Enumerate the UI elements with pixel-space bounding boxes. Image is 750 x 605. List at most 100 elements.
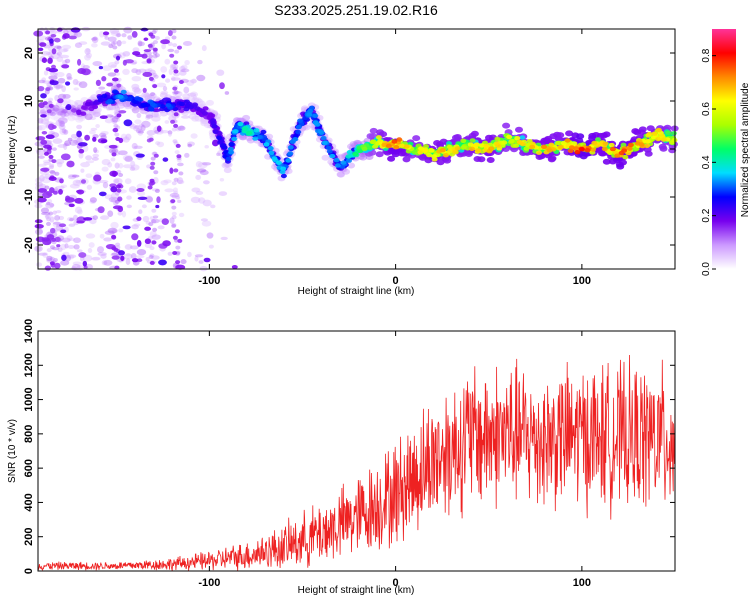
- spectrogram-cell: [140, 27, 149, 32]
- spectrogram-cell: [62, 143, 69, 147]
- spectrogram-cell: [51, 109, 58, 114]
- spectrogram-cell: [238, 134, 247, 141]
- spectrogram-cell: [186, 79, 195, 86]
- spectrogram-cell: [163, 179, 172, 184]
- spectrogram-cell: [171, 127, 177, 132]
- spectrogram-cell: [122, 154, 133, 162]
- spectrogram-cell: [76, 249, 83, 253]
- spectrogram-cell: [38, 106, 45, 112]
- snr-y-tick-label: 800: [23, 425, 35, 443]
- spectrogram-cell: [651, 131, 658, 136]
- spectrogram-cell: [103, 259, 113, 266]
- spectrogram-cell: [171, 35, 177, 40]
- spectrogram-cell: [117, 94, 124, 99]
- spectrogram-cell: [111, 255, 120, 260]
- spectrogram-cell: [42, 159, 51, 164]
- spectrogram-cell: [56, 51, 63, 56]
- spectrogram-cell: [43, 144, 52, 149]
- spectrogram-cell: [180, 68, 190, 73]
- spectrogram-cell: [44, 185, 50, 190]
- spectrogram-cell: [108, 44, 114, 49]
- spectrogram-cell: [131, 68, 139, 74]
- spectrogram-cell: [501, 140, 508, 145]
- spectrogram-cell: [62, 33, 70, 39]
- spectrogram-cell: [287, 151, 294, 156]
- spectrogram-cell: [174, 195, 180, 200]
- spectrogram-cell: [659, 133, 665, 138]
- spectrogram-cell: [161, 43, 166, 50]
- spectrogram-cell: [45, 202, 55, 209]
- spectrogram-cell: [173, 187, 178, 193]
- spectrogram-cell: [149, 253, 155, 258]
- spectrogram-cell: [92, 153, 100, 158]
- spectrogram-cell: [115, 242, 121, 247]
- spectrogram-cell: [34, 223, 44, 229]
- spectrogram-cell: [130, 164, 140, 171]
- spectrogram-cell: [174, 229, 180, 234]
- spectrogram-cell: [116, 83, 122, 88]
- spectrogram-cell: [391, 151, 400, 158]
- spectrogram-cell: [107, 72, 117, 77]
- spectrogram-cell: [45, 134, 55, 139]
- spectrogram-cell: [147, 94, 155, 101]
- spectrogram-cell: [495, 143, 502, 148]
- spectrogram-cell: [160, 180, 169, 186]
- spectrogram-cell: [231, 264, 238, 270]
- spectrogram-cell: [295, 129, 302, 135]
- spectrogram-cell: [40, 167, 50, 172]
- spectrogram-cell: [182, 40, 193, 47]
- spectrogram-cell: [175, 143, 181, 148]
- spectrogram-cell: [584, 148, 591, 153]
- spectrogram-cell: [99, 233, 105, 239]
- spectrogram-cell: [68, 35, 77, 40]
- spectrogram-y-tick-label: 10: [23, 95, 35, 107]
- spectrogram-cell: [219, 82, 225, 90]
- spectrogram-cell: [280, 166, 287, 171]
- spectrogram-cell: [40, 109, 46, 114]
- spectrogram-cell: [44, 151, 49, 156]
- spectrogram-cell: [118, 228, 124, 233]
- spectrogram-cell: [137, 40, 143, 47]
- spectrogram-cell: [174, 49, 180, 54]
- spectrogram-cell: [644, 139, 651, 144]
- spectrogram-cell: [170, 199, 176, 204]
- spectrogram-cell: [100, 253, 107, 259]
- spectrogram-cell: [106, 106, 111, 111]
- spectrogram-cell: [151, 30, 157, 35]
- spectrogram-cell: [42, 252, 49, 258]
- spectrogram-cell: [60, 229, 67, 234]
- spectrogram-cell: [110, 157, 116, 162]
- spectrogram-cell: [37, 188, 48, 193]
- spectrogram-cell: [41, 77, 47, 82]
- spectrogram-cell: [57, 111, 64, 116]
- spectrogram-cell: [108, 104, 116, 111]
- spectrogram-cell: [102, 65, 112, 71]
- spectrogram-cell: [201, 118, 210, 125]
- spectrogram-cell: [85, 173, 93, 179]
- spectrogram-cell: [141, 91, 150, 98]
- spectrogram-cell: [89, 129, 96, 135]
- spectrogram-cell: [151, 115, 161, 122]
- spectrogram-cell: [49, 256, 55, 261]
- spectrogram-cell: [340, 160, 347, 165]
- spectrogram-cell: [40, 114, 47, 118]
- snr-y-tick-label: 0: [23, 568, 35, 574]
- spectrogram-cell: [312, 113, 319, 119]
- spectrogram-cell: [116, 113, 122, 118]
- spectrogram-cell: [160, 90, 169, 95]
- spectrogram-cell: [232, 129, 239, 134]
- spectrogram-cell: [573, 146, 580, 151]
- spectrogram-cell: [68, 203, 75, 208]
- spectrogram-cell: [206, 99, 214, 106]
- spectrogram-cell: [158, 259, 167, 266]
- spectrogram-cell: [50, 245, 55, 250]
- spectrogram-cell: [38, 109, 47, 116]
- spectrogram-cell: [108, 144, 118, 149]
- spectrogram-cell: [178, 212, 185, 218]
- spectrogram-cell: [187, 143, 193, 148]
- snr-x-label: Height of straight line (km): [298, 585, 415, 596]
- spectrogram-cell: [541, 144, 547, 149]
- spectrogram-cell: [116, 33, 122, 38]
- spectrogram-cell: [100, 41, 111, 46]
- spectrogram-cell: [92, 61, 103, 67]
